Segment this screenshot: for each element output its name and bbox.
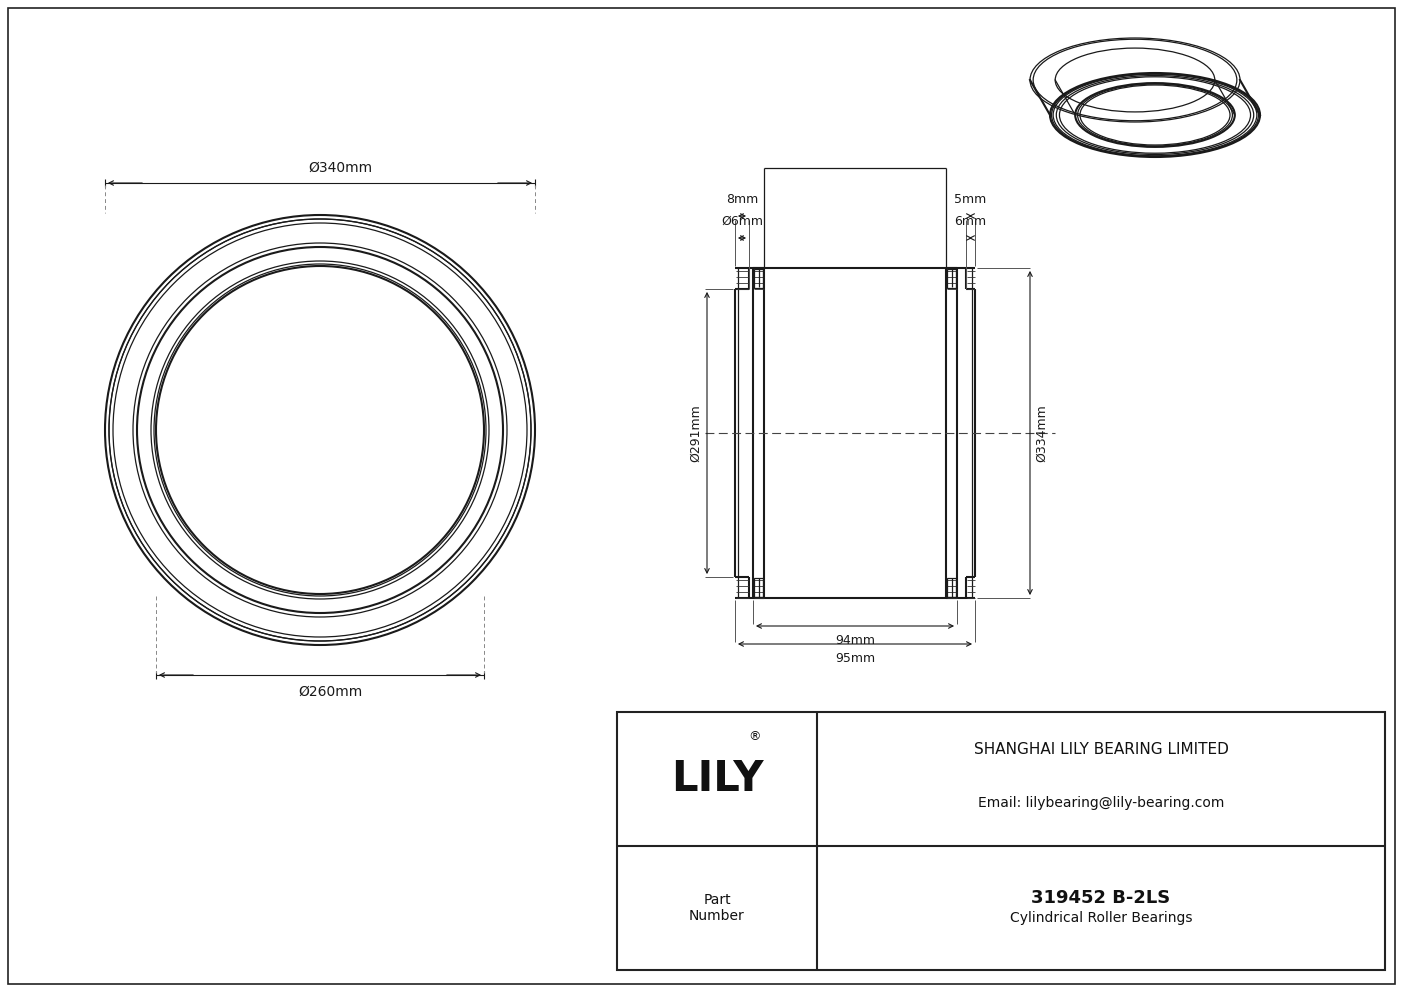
Text: 319452 B-2LS: 319452 B-2LS	[1031, 889, 1170, 907]
Text: Email: lilybearing@lily-bearing.com: Email: lilybearing@lily-bearing.com	[978, 797, 1225, 810]
Text: Ø260mm: Ø260mm	[297, 685, 362, 699]
Text: Number: Number	[689, 909, 745, 924]
Text: 95mm: 95mm	[835, 652, 875, 665]
Text: Part: Part	[703, 893, 731, 907]
Bar	[753, 269, 763, 288]
Bar	[617, 712, 1385, 970]
Text: SHANGHAI LILY BEARING LIMITED: SHANGHAI LILY BEARING LIMITED	[974, 742, 1229, 757]
Text: Ø6mm: Ø6mm	[721, 215, 763, 228]
Text: ®: ®	[749, 730, 762, 743]
Text: 5mm: 5mm	[954, 193, 986, 206]
Text: 8mm: 8mm	[725, 193, 758, 206]
Text: 94mm: 94mm	[835, 634, 875, 647]
Text: Ø291mm: Ø291mm	[689, 404, 702, 462]
Text: Ø340mm: Ø340mm	[307, 161, 372, 175]
Bar	[753, 578, 763, 597]
Text: Cylindrical Roller Bearings: Cylindrical Roller Bearings	[1010, 911, 1193, 926]
Text: Ø334mm: Ø334mm	[1035, 404, 1048, 462]
Bar	[947, 578, 955, 597]
Text: 6mm: 6mm	[954, 215, 986, 228]
Text: LILY: LILY	[671, 758, 763, 801]
Bar	[947, 269, 955, 288]
